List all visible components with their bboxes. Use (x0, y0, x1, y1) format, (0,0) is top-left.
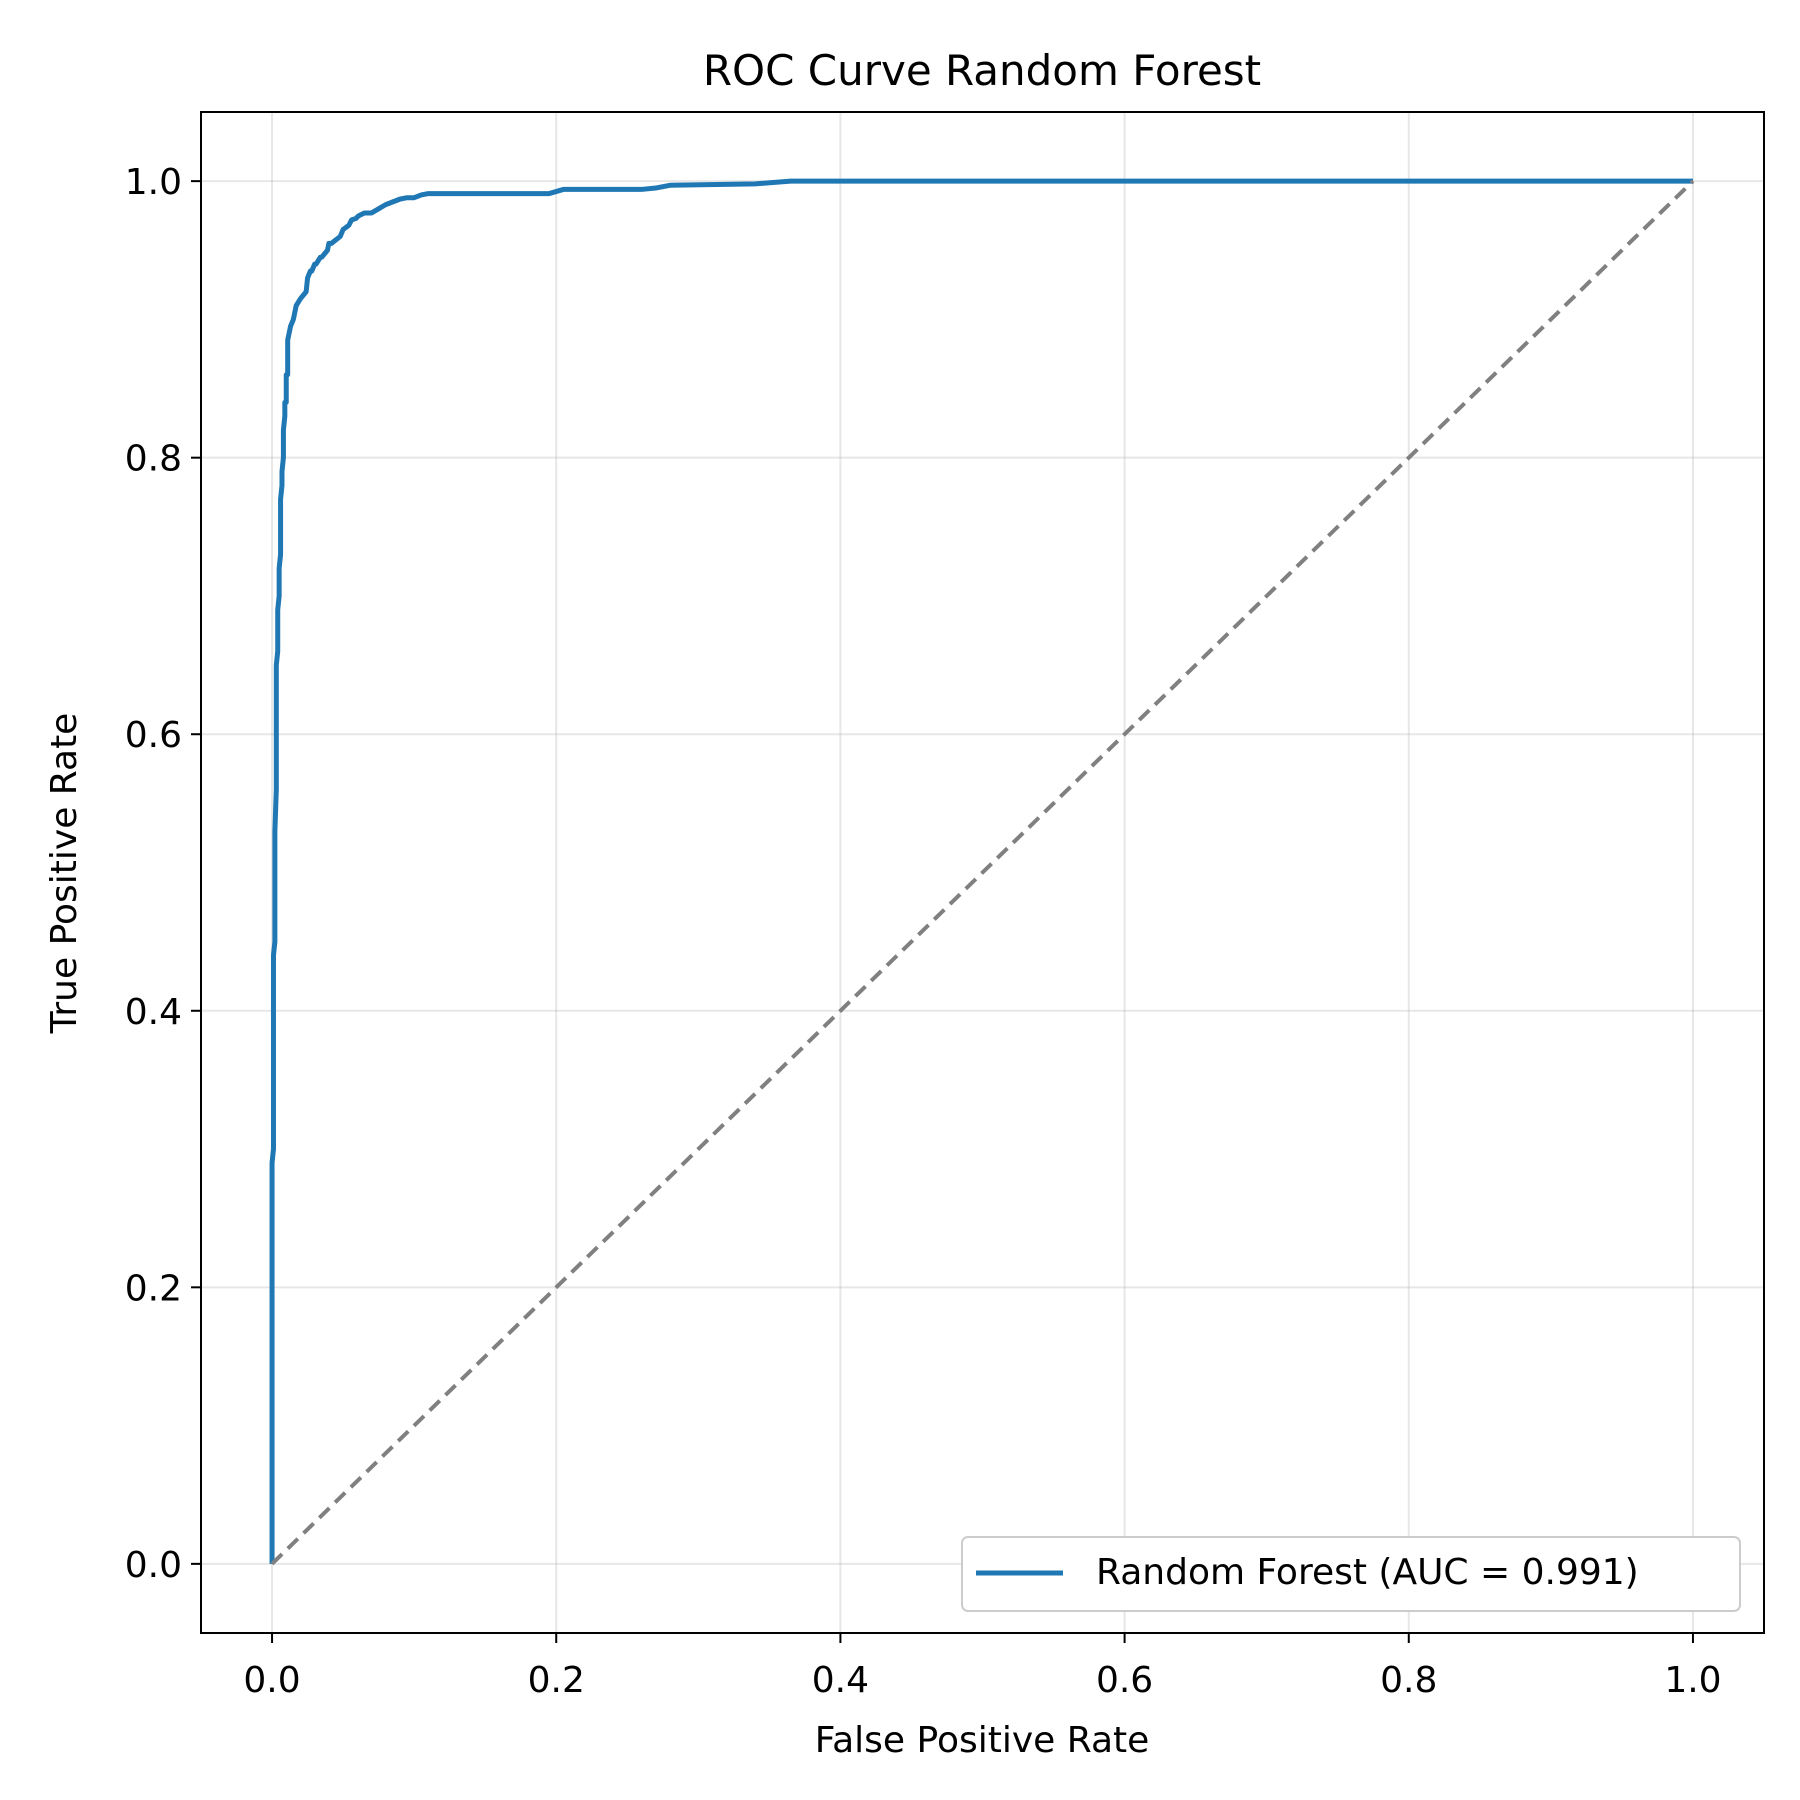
legend-label-random-forest: Random Forest (AUC = 0.991) (1096, 1552, 1639, 1593)
chart-title: ROC Curve Random Forest (703, 46, 1261, 95)
y-tick-label-5: 1.0 (125, 162, 182, 203)
tick-layer: 0.0 0.2 0.4 0.6 0.8 1.0 0.0 0.2 0.4 0.6 0.8 1.0 (125, 162, 1722, 1701)
x-tick-label-1: 0.2 (528, 1660, 585, 1701)
x-tick-label-0: 0.0 (243, 1660, 300, 1701)
y-tick-label-1: 0.2 (125, 1268, 182, 1309)
x-tick-label-2: 0.4 (812, 1660, 869, 1701)
x-tick-label-5: 1.0 (1664, 1660, 1721, 1701)
roc-curve-random-forest (269, 178, 1693, 1564)
y-tick-label-2: 0.4 (125, 992, 182, 1033)
legend-box (961, 1536, 1741, 1612)
plot-frame (200, 111, 1765, 1634)
series-layer (269, 178, 1695, 1566)
x-tick-label-3: 0.6 (1096, 1660, 1153, 1701)
y-tick-label-4: 0.8 (125, 439, 182, 480)
random-baseline-line (270, 179, 1695, 1566)
x-tick-label-4: 0.8 (1380, 1660, 1437, 1701)
x-axis-label: False Positive Rate (815, 1720, 1150, 1761)
y-tick-label-3: 0.6 (125, 715, 182, 756)
y-tick-label-0: 0.0 (125, 1545, 182, 1586)
legend: Random Forest (AUC = 0.991) (961, 1536, 1741, 1612)
grid-layer (201, 112, 1764, 1633)
y-axis-label: True Positive Rate (44, 713, 85, 1035)
